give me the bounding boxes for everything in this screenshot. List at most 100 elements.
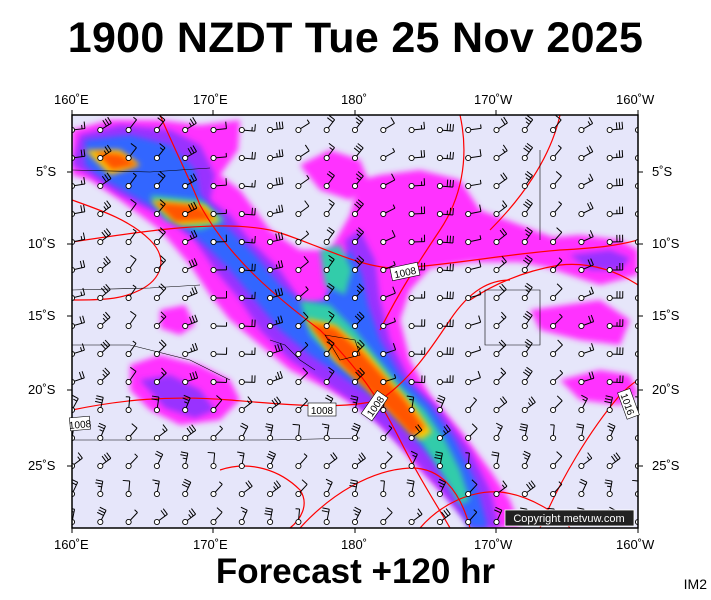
wind-barb-station — [578, 406, 585, 414]
wind-barb-feather — [132, 172, 137, 176]
lat-label-right: 5˚S — [652, 164, 673, 179]
wind-barb-feather — [326, 173, 334, 179]
wind-barb-feather — [420, 150, 423, 158]
wind-barb-feather — [477, 370, 481, 378]
wind-barb-feather — [449, 179, 452, 187]
wind-barb-feather — [96, 395, 104, 398]
wind-barb-feather — [588, 177, 591, 182]
wind-barb-station — [521, 182, 528, 190]
wind-barb-station — [465, 518, 472, 526]
wind-barb-feather — [491, 451, 499, 454]
wind-barb-feather — [80, 180, 83, 185]
wind-barb-station — [182, 266, 189, 274]
wind-barb-feather — [353, 422, 361, 427]
wind-barb-feather — [97, 485, 102, 488]
wind-barb-feather — [547, 507, 555, 510]
wind-barb-feather — [190, 202, 195, 210]
wind-barb-feather — [188, 260, 193, 268]
wind-barb-feather — [436, 400, 443, 404]
wind-barb-feather — [130, 366, 137, 372]
wind-barb-feather — [188, 510, 194, 517]
wind-barb-feather — [559, 313, 563, 318]
wind-barb-feather — [328, 338, 335, 344]
wind-barb-station — [351, 490, 359, 498]
wind-barb-station — [550, 210, 557, 218]
wind-barb-feather — [105, 256, 111, 263]
wind-barb-feather — [103, 229, 109, 237]
wind-barb-station — [380, 378, 387, 386]
wind-barb-station — [408, 434, 415, 442]
wind-barb-station — [436, 210, 443, 218]
wind-barb-station — [606, 266, 613, 274]
wind-barb-feather — [355, 145, 362, 151]
wind-barb-station — [578, 154, 585, 162]
wind-barb-feather — [530, 396, 536, 403]
wind-barb-feather — [266, 456, 274, 460]
wind-barb-station — [408, 294, 415, 302]
wind-barb-station — [323, 182, 330, 190]
wind-barb-station — [606, 154, 613, 162]
wind-barb-feather — [254, 124, 256, 132]
wind-barb-station — [238, 434, 245, 442]
wind-barb-feather — [103, 150, 107, 155]
wind-barb-feather — [292, 423, 300, 426]
wind-barb-feather — [160, 203, 164, 207]
wind-barb-feather — [410, 450, 418, 455]
wind-barb-feather — [267, 453, 275, 458]
wind-barb-feather — [445, 424, 451, 431]
wind-barb-feather — [530, 480, 536, 487]
wind-barb-station — [408, 154, 415, 162]
wind-barb-station — [125, 154, 132, 162]
wind-barb-feather — [80, 235, 83, 241]
wind-barb-station — [182, 350, 189, 358]
wind-barb-feather — [277, 316, 281, 324]
wind-barb-feather — [216, 507, 223, 513]
wind-barb-feather — [264, 513, 272, 516]
wind-barb-station — [323, 238, 330, 246]
wind-barb-feather — [188, 204, 193, 211]
wind-barb-feather — [479, 290, 482, 295]
wind-barb-feather — [558, 201, 562, 205]
wind-barb-feather — [281, 176, 284, 184]
wind-barb-feather — [101, 231, 107, 238]
wind-barb-feather — [189, 178, 193, 183]
wind-barb-feather — [526, 282, 533, 288]
wind-barb-feather — [95, 479, 103, 482]
wind-barb-feather — [301, 479, 308, 485]
wind-barb-station — [267, 126, 274, 134]
wind-barb-feather — [189, 118, 195, 125]
wind-barb-feather — [445, 508, 451, 515]
wind-barb-feather — [240, 425, 247, 430]
wind-barb-station — [351, 294, 359, 302]
wind-barb-station — [267, 350, 274, 358]
wind-barb-station — [323, 462, 330, 470]
wind-barb-feather — [271, 399, 277, 407]
wind-barb-feather — [104, 146, 110, 153]
wind-barb-station — [267, 462, 274, 470]
wind-barb-station — [125, 126, 132, 134]
wind-barb-feather — [354, 513, 359, 516]
wind-barb-station — [153, 266, 160, 274]
wind-barb-feather — [83, 177, 86, 185]
wind-barb-feather — [304, 397, 308, 402]
wind-barb-feather — [192, 173, 198, 181]
wind-barb-feather — [354, 203, 361, 209]
wind-barb-station — [606, 350, 613, 358]
wind-barb-feather — [524, 201, 532, 207]
wind-barb-feather — [190, 231, 195, 238]
wind-barb-station — [578, 126, 585, 134]
wind-barb-feather — [526, 310, 533, 316]
wind-barb-feather — [386, 451, 393, 457]
wind-barb-feather — [276, 152, 278, 158]
wind-barb-station — [408, 238, 415, 246]
wind-barb-feather — [644, 510, 647, 513]
wind-barb-station — [521, 210, 528, 218]
wind-barb-station — [521, 378, 528, 386]
wind-barb-station — [210, 238, 217, 246]
wind-barb-feather — [77, 456, 81, 461]
wind-barb-feather — [589, 201, 594, 209]
wind-barb-station — [550, 154, 557, 162]
wind-barb-feather — [72, 508, 75, 510]
wind-barb-feather — [439, 478, 446, 483]
wind-barb-feather — [525, 121, 530, 125]
